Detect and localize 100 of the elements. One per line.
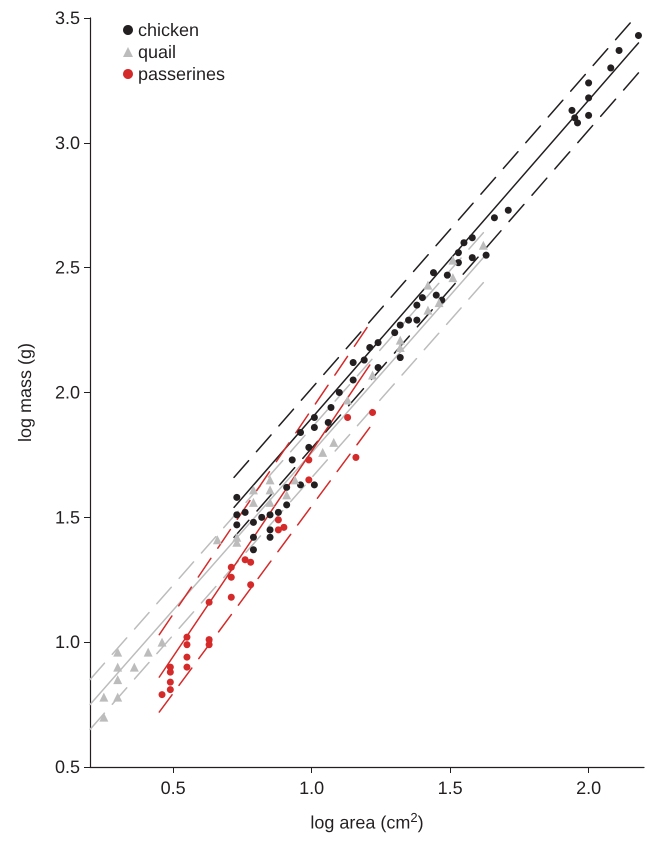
point <box>247 558 254 566</box>
point <box>228 574 235 581</box>
point <box>248 485 258 494</box>
point <box>242 508 249 516</box>
point <box>490 214 498 222</box>
point <box>290 475 300 484</box>
point <box>274 508 282 516</box>
point <box>166 678 174 686</box>
point <box>250 518 257 526</box>
point <box>369 408 376 416</box>
y-axis-title: log mass (g) <box>15 342 35 442</box>
point <box>607 64 614 72</box>
point <box>368 370 378 380</box>
point <box>288 456 296 464</box>
point <box>343 395 352 404</box>
point <box>206 598 213 606</box>
x-tick-label: 1.0 <box>299 778 324 798</box>
point <box>247 581 254 588</box>
point <box>297 428 304 436</box>
point <box>158 638 167 647</box>
point <box>396 336 405 345</box>
point <box>423 280 432 290</box>
y-tick-label: 2.5 <box>54 258 80 278</box>
point <box>616 46 623 54</box>
point <box>418 294 426 302</box>
point <box>468 254 476 262</box>
point <box>233 521 240 528</box>
point <box>232 532 242 542</box>
point <box>266 534 274 541</box>
y-tick-label: 2.0 <box>54 382 80 402</box>
point <box>504 206 512 214</box>
point <box>250 534 257 541</box>
point <box>374 339 382 346</box>
point <box>166 664 174 671</box>
point <box>228 594 235 601</box>
point <box>99 712 108 722</box>
point <box>329 438 338 447</box>
point <box>282 490 292 500</box>
point <box>113 692 122 702</box>
point <box>206 636 213 644</box>
point <box>280 524 288 531</box>
point <box>242 556 249 564</box>
point <box>413 302 420 309</box>
point <box>318 448 328 457</box>
point <box>374 364 382 372</box>
point <box>144 648 153 657</box>
point <box>266 475 275 484</box>
point <box>310 424 318 431</box>
point <box>585 79 592 86</box>
point <box>266 498 275 507</box>
point <box>297 481 304 488</box>
point <box>183 641 190 648</box>
point <box>478 240 488 250</box>
point <box>283 484 290 491</box>
point <box>310 414 318 421</box>
point <box>305 444 312 451</box>
point <box>113 675 122 684</box>
point <box>574 119 582 126</box>
point <box>454 249 462 256</box>
y-tick-label: 0.5 <box>54 757 80 777</box>
x-tick-label: 1.5 <box>438 778 463 798</box>
y-tick-label: 1.0 <box>54 632 80 652</box>
point <box>327 404 334 411</box>
point <box>266 485 275 494</box>
point <box>212 535 222 544</box>
point <box>166 686 174 694</box>
point <box>430 269 437 276</box>
point <box>183 634 190 641</box>
point <box>310 481 318 488</box>
point <box>113 648 122 657</box>
x-tick-label: 0.5 <box>160 778 186 798</box>
point <box>305 476 312 484</box>
legend-label: quail <box>138 42 176 62</box>
point <box>585 112 592 119</box>
point <box>568 106 576 114</box>
point <box>391 329 398 336</box>
y-tick-label: 1.5 <box>54 507 80 528</box>
point <box>448 256 458 265</box>
point <box>228 564 235 571</box>
point <box>585 94 592 102</box>
point <box>366 344 374 352</box>
point <box>350 376 357 384</box>
point <box>183 654 190 661</box>
point <box>283 501 290 508</box>
point <box>350 359 357 366</box>
point <box>274 516 282 524</box>
point <box>448 273 458 282</box>
point <box>258 514 266 521</box>
point <box>324 418 332 426</box>
point <box>266 526 274 534</box>
point <box>233 494 240 501</box>
point <box>99 692 108 702</box>
point <box>634 32 642 39</box>
x-tick-label: 2.0 <box>576 778 602 798</box>
point <box>405 316 412 324</box>
point <box>396 322 404 329</box>
y-tick-label: 3.5 <box>54 8 80 28</box>
point <box>396 354 404 362</box>
point <box>158 691 166 698</box>
point <box>460 239 468 246</box>
